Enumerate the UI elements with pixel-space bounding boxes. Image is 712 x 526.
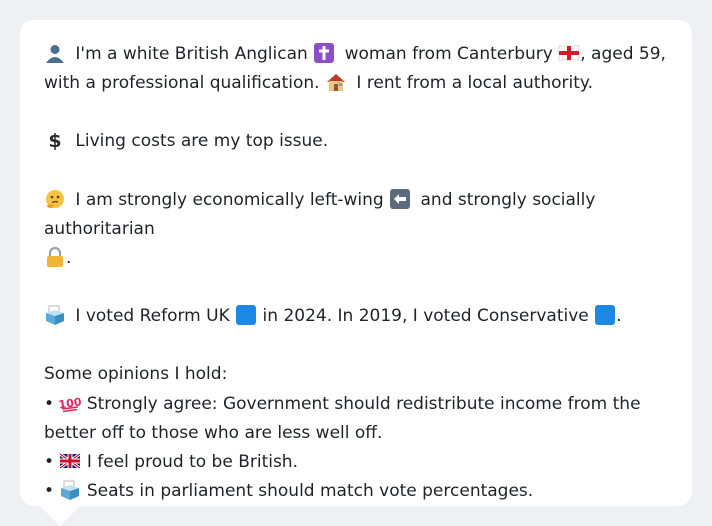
- vote-text-2: in 2024. In 2019, I voted Conservative: [257, 306, 595, 327]
- hundred-points-icon: 100: [59, 395, 81, 412]
- ballot-box-icon: [61, 480, 80, 501]
- vote-text-3: .: [616, 306, 622, 327]
- vote-text-1: I voted Reform UK: [70, 306, 236, 327]
- dollar-sign-icon: $: [48, 130, 61, 150]
- bullet: •: [44, 481, 55, 502]
- persona-politics: I am strongly economically left-wing and…: [44, 186, 668, 274]
- opinion-text: Strongly agree: Government should redist…: [44, 393, 641, 443]
- persona-intro: I'm a white British Anglican woman from …: [44, 40, 668, 98]
- persona-card: I'm a white British Anglican woman from …: [20, 20, 692, 506]
- intro-text-3: , aged 59, with a professional qualifica…: [44, 44, 666, 94]
- latin-cross-icon: [314, 43, 335, 63]
- blue-square-icon: [595, 305, 616, 326]
- bullet: •: [44, 393, 55, 414]
- ballot-box-icon: [46, 305, 64, 326]
- left-arrow-icon: [390, 188, 411, 209]
- england-flag-icon: [558, 45, 580, 61]
- thinking-face-icon: [46, 189, 64, 208]
- list-item: • Seats in parliament should match vote …: [44, 477, 668, 506]
- intro-text-4: I rent from a local authority.: [350, 73, 593, 94]
- issue-text: Living costs are my top issue.: [70, 131, 329, 152]
- list-item: • 100 Strongly agree: Government should …: [44, 390, 668, 448]
- svg-text:$: $: [48, 130, 61, 150]
- politics-text-1: I am strongly economically left-wing: [70, 189, 390, 210]
- opinions-section: Some opinions I hold: • 100 Strongly agr…: [44, 360, 668, 506]
- speech-bubble-tail: [38, 504, 82, 526]
- list-item: • I feel proud to be British.: [44, 448, 668, 477]
- persona-votes: I voted Reform UK in 2024. In 2019, I vo…: [44, 302, 668, 331]
- opinions-heading: Some opinions I hold:: [44, 364, 228, 385]
- uk-flag-icon: [59, 452, 82, 470]
- person-icon: [46, 45, 64, 63]
- intro-text-1: I'm a white British Anglican: [70, 44, 314, 64]
- opinion-text: I feel proud to be British.: [81, 452, 298, 473]
- lock-icon: [47, 247, 63, 268]
- bullet: •: [44, 452, 55, 473]
- politics-text-3: .: [66, 248, 72, 269]
- house-icon: [326, 74, 345, 92]
- opinion-text: Seats in parliament should match vote pe…: [81, 481, 534, 502]
- intro-text-2: woman from Canterbury: [339, 44, 559, 64]
- blue-square-icon: [236, 305, 257, 326]
- politics-text-2: and strongly socially authoritarian: [44, 189, 596, 239]
- persona-issue: $ Living costs are my top issue.: [44, 127, 668, 156]
